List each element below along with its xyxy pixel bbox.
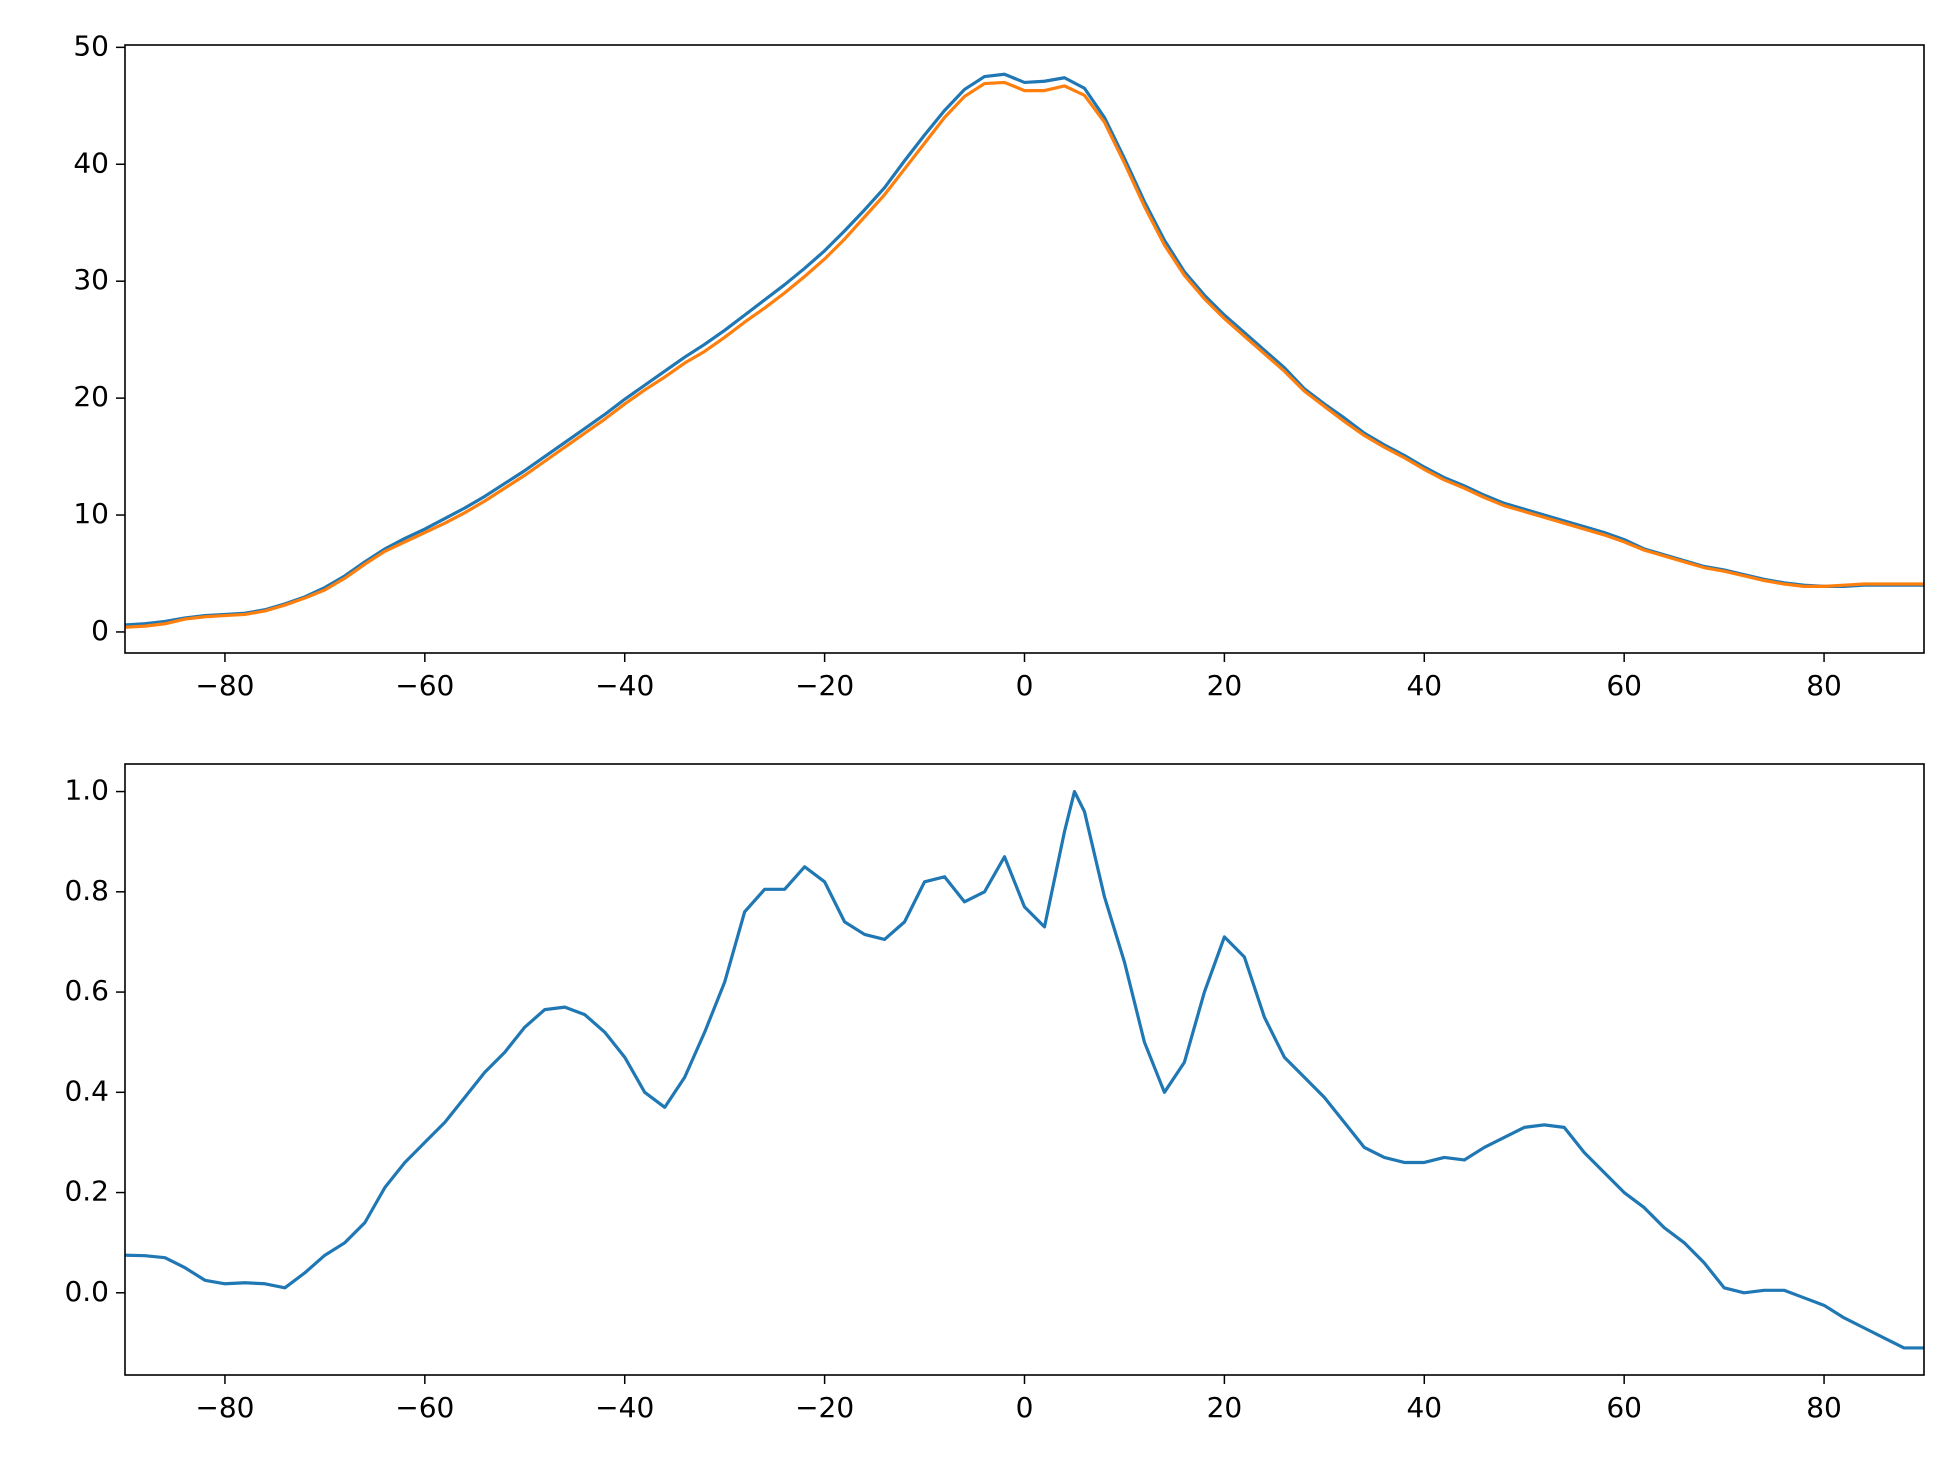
y-tick-label: 0.4 [64,1074,109,1107]
x-tick-label: −80 [195,669,254,702]
y-tick-label: 50 [73,29,109,62]
x-tick-label: −40 [595,669,654,702]
y-tick-label: 0.6 [64,974,109,1007]
y-tick-label: 0.2 [64,1175,109,1208]
x-tick-label: −20 [795,1391,854,1424]
axes-frame [124,44,1925,654]
data-line [125,72,1924,627]
data-line [125,80,1924,629]
x-tick-label: 60 [1606,669,1642,702]
y-tick-label: 10 [73,497,109,530]
x-tick-label: 80 [1806,669,1842,702]
x-tick-label: 0 [1016,1391,1034,1424]
y-tick-label: 0 [91,614,109,647]
x-tick-label: −60 [395,1391,454,1424]
y-tick-label: 20 [73,380,109,413]
axes-frame [124,763,1925,1376]
x-tick-label: 0 [1016,669,1034,702]
x-tick-label: 20 [1207,669,1243,702]
x-tick-label: 40 [1406,1391,1442,1424]
x-tick-label: 40 [1406,669,1442,702]
x-tick-label: 80 [1806,1391,1842,1424]
x-tick-label: −80 [195,1391,254,1424]
x-tick-label: −60 [395,669,454,702]
x-tick-label: 60 [1606,1391,1642,1424]
y-tick-label: 1.0 [64,774,109,807]
y-tick-label: 30 [73,263,109,296]
x-tick-label: 20 [1207,1391,1243,1424]
y-tick-label: 40 [73,146,109,179]
x-tick-label: −40 [595,1391,654,1424]
y-tick-label: 0.0 [64,1275,109,1308]
data-line [125,789,1924,1350]
x-tick-label: −20 [795,669,854,702]
y-tick-label: 0.8 [64,874,109,907]
